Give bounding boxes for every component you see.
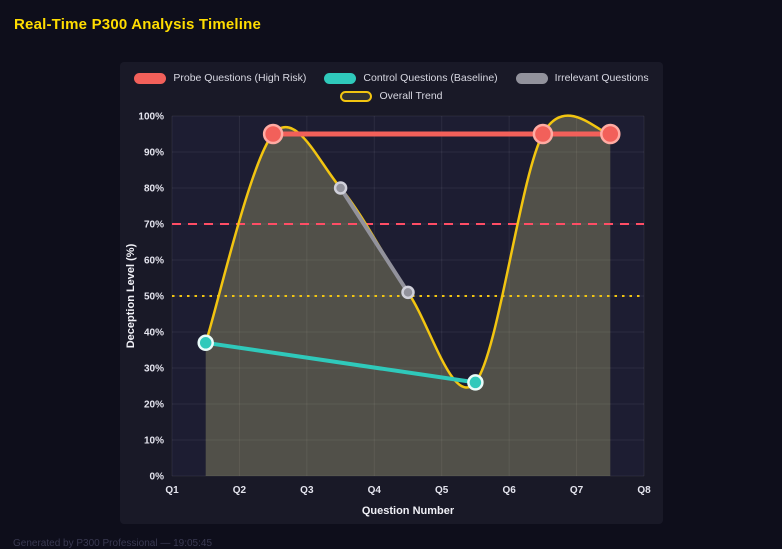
y-tick-label: 10% (144, 436, 164, 447)
legend-marker (515, 72, 548, 84)
footer-note: Generated by P300 Professional — 19:05:4… (13, 538, 213, 549)
y-axis-title: Deception Level (%) (125, 243, 137, 348)
y-tick-label: 40% (144, 328, 164, 339)
legend-item[interactable]: Overall Trend (340, 90, 443, 102)
y-tick-label: 0% (150, 472, 165, 483)
legend-row: Probe Questions (High Risk) Control Quest… (134, 72, 649, 84)
legend-label: Overall Trend (379, 90, 443, 102)
y-tick-label: 90% (144, 148, 164, 159)
data-point[interactable] (467, 374, 484, 391)
legend-marker (134, 72, 167, 84)
series-line (203, 340, 478, 385)
x-tick-label: Q7 (570, 485, 584, 496)
legend-label: Irrelevant Questions (554, 72, 649, 84)
legend-marker (324, 72, 357, 84)
page-title: Real-Time P300 Analysis Timeline (14, 16, 262, 33)
y-tick-label: 100% (138, 112, 164, 123)
chart-legend: Probe Questions (High Risk) Control Quest… (120, 62, 663, 102)
chart-panel: Probe Questions (High Risk) Control Quest… (120, 62, 663, 524)
y-tick-label: 60% (144, 256, 164, 267)
y-tick-label: 70% (144, 220, 164, 231)
x-tick-label: Q5 (435, 485, 449, 496)
legend-item[interactable]: Control Questions (Baseline) (324, 72, 498, 84)
data-point[interactable] (262, 123, 284, 145)
data-point[interactable] (401, 285, 415, 300)
legend-item[interactable]: Irrelevant Questions (515, 72, 649, 84)
chart-wrap: 0% 10% 20% 30% 40% 50% 60% 70% 80% 90% 100% Q1 Q2 Q3 Q… (120, 106, 663, 518)
x-tick-label: Q4 (368, 485, 382, 496)
x-tick-label: Q1 (165, 485, 179, 496)
data-point[interactable] (532, 123, 554, 145)
y-tick-label: 80% (144, 184, 164, 195)
x-tick-label: Q2 (233, 485, 247, 496)
x-tick-label: Q6 (502, 485, 516, 496)
legend-row: Overall Trend (340, 90, 443, 102)
x-axis-title: Question Number (362, 505, 455, 517)
x-tick-label: Q8 (637, 485, 651, 496)
data-point[interactable] (333, 181, 348, 195)
chart-svg: 0% 10% 20% 30% 40% 50% 60% 70% 80% 90% 100% Q1 Q2 Q3 Q… (125, 112, 651, 518)
legend-label: Probe Questions (High Risk) (173, 72, 307, 84)
series-line (338, 186, 410, 295)
x-tick-label: Q3 (300, 485, 314, 496)
legend-label: Control Questions (Baseline) (363, 72, 498, 84)
legend-item[interactable]: Probe Questions (High Risk) (134, 72, 306, 84)
y-tick-label: 50% (144, 292, 164, 303)
y-tick-label: 30% (144, 364, 164, 375)
legend-marker (340, 90, 373, 102)
data-point[interactable] (197, 334, 214, 352)
y-tick-label: 20% (144, 400, 164, 411)
data-point[interactable] (600, 123, 621, 145)
